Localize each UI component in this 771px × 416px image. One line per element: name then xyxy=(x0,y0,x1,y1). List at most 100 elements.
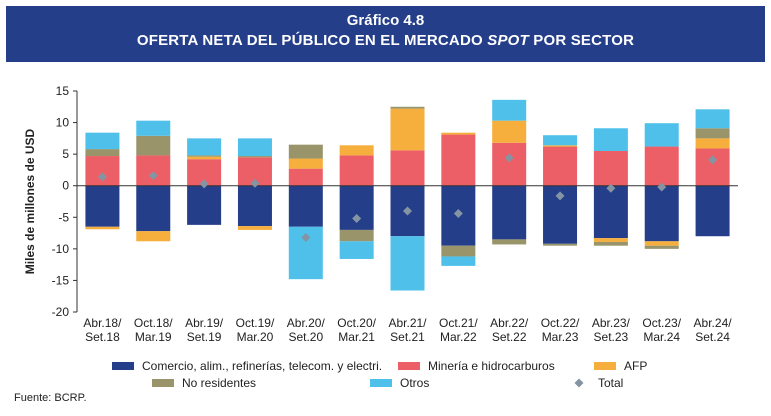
bar-afp-4 xyxy=(288,158,323,169)
bar-afp-0 xyxy=(85,226,120,230)
legend-label-afp: AFP xyxy=(624,359,647,373)
x-tick-label-line2: Mar.21 xyxy=(338,330,375,344)
bar-no_residentes-11 xyxy=(644,245,679,249)
y-axis-label: Miles de millones de USD xyxy=(23,128,37,274)
chart-header: Gráfico 4.8 OFERTA NETA DEL PÚBLICO EN E… xyxy=(6,6,765,62)
legend-swatch-comercio xyxy=(112,362,134,370)
bar-comercio-11 xyxy=(644,185,679,242)
x-tick-label-line2: Set.23 xyxy=(594,330,629,344)
x-tick-label-line1: Abr.20/ xyxy=(287,316,326,330)
bar-otros-3 xyxy=(237,138,272,157)
bar-afp-11 xyxy=(644,241,679,246)
bar-no_residentes-2 xyxy=(187,155,222,157)
bar-no_residentes-9 xyxy=(543,243,578,246)
x-tick-label-line2: Set.21 xyxy=(390,330,425,344)
legend-label-otros: Otros xyxy=(400,376,429,390)
bar-mineria-9 xyxy=(543,146,578,186)
total-marker-7 xyxy=(453,208,463,218)
y-tick-label: 5 xyxy=(62,147,69,161)
legend-label-no_residentes: No residentes xyxy=(182,376,256,390)
bar-no_residentes-10 xyxy=(593,241,628,246)
bar-otros-1 xyxy=(136,120,171,136)
total-marker-4 xyxy=(301,232,311,242)
bar-afp-9 xyxy=(543,145,578,147)
total-marker-8 xyxy=(504,153,514,163)
bar-otros-2 xyxy=(187,138,222,156)
bar-afp-12 xyxy=(695,138,730,149)
bar-mineria-11 xyxy=(644,146,679,186)
y-tick-label: -5 xyxy=(58,210,69,224)
x-tick-label-line1: Oct.22/ xyxy=(541,316,580,330)
x-tick-label-line1: Oct.18/ xyxy=(134,316,173,330)
bar-afp-10 xyxy=(593,238,628,242)
x-tick-label-line2: Set.22 xyxy=(492,330,527,344)
bar-comercio-3 xyxy=(237,185,272,227)
bar-otros-6 xyxy=(390,236,425,291)
legend-swatch-otros xyxy=(370,379,392,387)
x-tick-label-line1: Abr.18/ xyxy=(83,316,122,330)
bar-otros-10 xyxy=(593,128,628,151)
x-tick-label-line2: Set.18 xyxy=(85,330,120,344)
bar-no_residentes-4 xyxy=(288,144,323,159)
bar-afp-1 xyxy=(136,231,171,242)
legend-label-total: Total xyxy=(598,376,623,390)
legend-label-mineria: Minería e hidrocarburos xyxy=(428,359,555,373)
x-tick-label-line2: Mar.23 xyxy=(542,330,579,344)
bar-otros-8 xyxy=(492,99,527,121)
bar-afp-2 xyxy=(187,156,222,160)
x-tick-label-line1: Abr.24/ xyxy=(694,316,733,330)
total-marker-11 xyxy=(657,182,667,192)
legend-swatch-afp xyxy=(594,362,616,370)
x-tick-label-line2: Set.19 xyxy=(187,330,222,344)
bar-otros-7 xyxy=(441,256,476,266)
total-marker-10 xyxy=(606,183,616,193)
x-tick-label-line2: Mar.22 xyxy=(440,330,477,344)
bar-mineria-4 xyxy=(288,168,323,186)
bar-afp-6 xyxy=(390,108,425,151)
x-tick-label-line1: Abr.21/ xyxy=(388,316,427,330)
chart-title-part2: POR SECTOR xyxy=(528,32,635,49)
x-tick-label-line2: Mar.24 xyxy=(643,330,680,344)
x-tick-label-line1: Abr.19/ xyxy=(185,316,224,330)
bar-mineria-7 xyxy=(441,134,476,186)
bar-otros-12 xyxy=(695,109,730,129)
bar-afp-7 xyxy=(441,132,476,135)
bar-no_residentes-6 xyxy=(390,106,425,109)
bar-otros-0 xyxy=(85,132,120,150)
bar-otros-9 xyxy=(543,135,578,146)
legend-swatch-mineria xyxy=(398,362,420,370)
chart-title-italic: SPOT xyxy=(487,32,529,49)
x-tick-label-line2: Set.24 xyxy=(695,330,730,344)
total-marker-3 xyxy=(250,178,260,188)
bar-comercio-12 xyxy=(695,185,730,237)
total-marker-1 xyxy=(148,171,158,181)
chart-title: OFERTA NETA DEL PÚBLICO EN EL MERCADO SP… xyxy=(6,30,765,52)
bar-no_residentes-0 xyxy=(85,149,120,157)
bar-no_residentes-5 xyxy=(339,229,374,242)
bar-otros-11 xyxy=(644,123,679,147)
bar-mineria-1 xyxy=(136,155,171,186)
chart-title-part1: OFERTA NETA DEL PÚBLICO EN EL MERCADO xyxy=(136,32,488,49)
bar-comercio-4 xyxy=(288,185,323,227)
bar-comercio-10 xyxy=(593,185,628,239)
y-tick-label: 0 xyxy=(62,179,69,193)
total-marker-5 xyxy=(352,214,362,224)
total-marker-0 xyxy=(97,172,107,182)
x-tick-label-line1: Oct.19/ xyxy=(236,316,275,330)
bar-no_residentes-8 xyxy=(492,239,527,245)
bar-mineria-5 xyxy=(339,155,374,186)
bar-afp-8 xyxy=(492,120,527,143)
total-marker-9 xyxy=(555,191,565,201)
x-tick-label-line1: Oct.20/ xyxy=(337,316,376,330)
source-note: Fuente: BCRP. xyxy=(14,392,87,404)
bar-mineria-6 xyxy=(390,150,425,186)
x-tick-label-line1: Abr.22/ xyxy=(490,316,529,330)
x-tick-label-line1: Oct.21/ xyxy=(439,316,478,330)
bar-comercio-0 xyxy=(85,185,120,227)
y-tick-label: -15 xyxy=(52,273,70,287)
bar-no_residentes-7 xyxy=(441,245,476,257)
bar-no_residentes-3 xyxy=(237,156,272,158)
bar-comercio-2 xyxy=(187,185,222,225)
x-tick-label-line2: Mar.19 xyxy=(135,330,172,344)
bar-comercio-1 xyxy=(136,185,171,232)
